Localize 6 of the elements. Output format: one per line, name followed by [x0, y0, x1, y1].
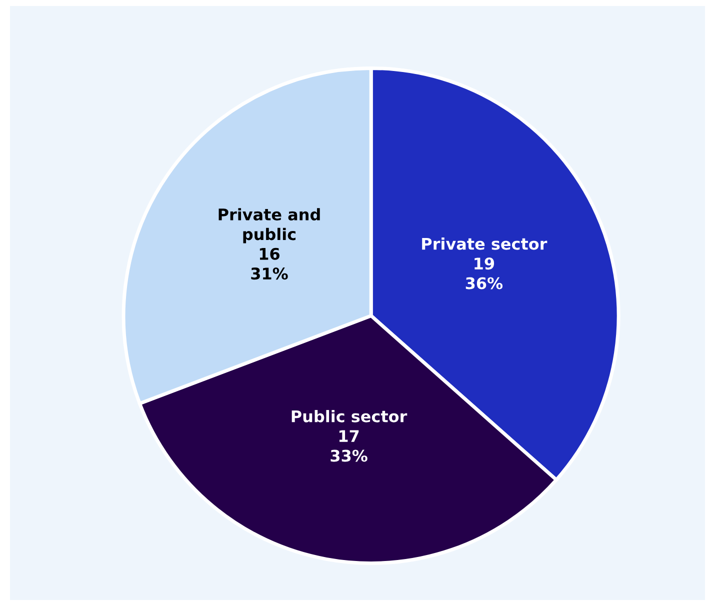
data-label: 19 36%: [466, 258, 503, 290]
slice-label: Private and public: [218, 208, 320, 244]
slice-label: Private sector: [422, 238, 548, 250]
data-label: 16 31%: [251, 248, 288, 280]
slice-label: Public sector: [292, 410, 408, 422]
data-label: 17 33%: [330, 430, 368, 462]
